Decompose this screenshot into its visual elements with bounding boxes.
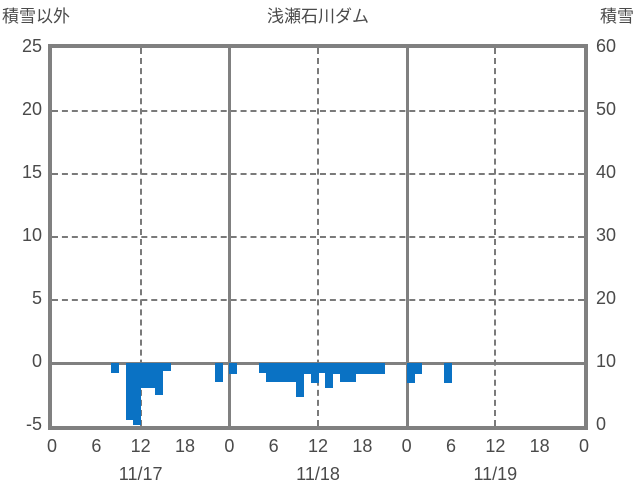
y-axis-left-tick-label: 20 — [21, 99, 42, 119]
bar — [325, 363, 334, 389]
x-axis-tick-label: 18 — [352, 436, 373, 456]
left-axis-title: 積雪以外 — [2, 7, 70, 26]
plot-inner — [52, 48, 584, 426]
bar — [162, 363, 171, 371]
x-axis-tick-label: 6 — [91, 436, 102, 456]
y-axis-left-tick-label: 15 — [21, 162, 42, 182]
y-axis-right-tick-label: 40 — [596, 162, 617, 182]
bar — [273, 363, 282, 382]
bar — [406, 363, 415, 384]
bar — [347, 363, 356, 382]
x-axis-tick-label: 12 — [130, 436, 151, 456]
y-axis-left-tick-label: 5 — [31, 288, 42, 308]
y-axis-right-tick-label: 0 — [596, 414, 607, 434]
x-axis-tick-label: 18 — [174, 436, 196, 456]
bar — [258, 363, 267, 374]
y-axis-left-tick-label: 25 — [21, 36, 42, 56]
x-axis-day-label: 11/18 — [296, 464, 340, 484]
bar — [354, 363, 363, 375]
x-axis-tick-label: 0 — [578, 436, 589, 456]
x-axis-tick-label: 0 — [46, 436, 57, 456]
x-axis-tick-label: 6 — [268, 436, 279, 456]
y-axis-right-tick-label: 20 — [596, 288, 617, 308]
bar — [281, 363, 290, 382]
gridline-vertical-dashed — [317, 48, 319, 426]
right-axis-title: 積雪 — [600, 7, 634, 26]
x-axis-day-label: 11/19 — [473, 464, 518, 484]
bar — [303, 363, 312, 375]
y-axis-right-tick-label: 30 — [596, 225, 617, 245]
gridline-vertical-day-divider — [405, 48, 409, 426]
bar — [310, 363, 319, 384]
x-axis-tick-label: 0 — [401, 436, 412, 456]
gridline-vertical-dashed — [139, 48, 142, 426]
plot-area — [48, 44, 588, 430]
x-axis-tick-label: 12 — [485, 436, 506, 456]
x-axis-tick-label: 6 — [445, 436, 456, 456]
bar — [288, 363, 297, 382]
y-axis-right-tick-label: 60 — [596, 36, 617, 56]
bar — [133, 363, 142, 425]
y-axis-right-tick-label: 50 — [596, 99, 617, 119]
y-axis-right-tick-label: 10 — [596, 351, 617, 371]
bar — [332, 363, 341, 375]
bar — [155, 363, 164, 395]
bar — [111, 363, 120, 374]
bar — [443, 363, 452, 384]
bar — [266, 363, 275, 382]
bar — [229, 363, 238, 375]
bar — [125, 363, 134, 420]
x-axis-day-label: 11/17 — [118, 464, 163, 484]
x-axis-tick-label: 12 — [307, 436, 329, 456]
chart-title: 浅瀬石川ダム — [267, 7, 369, 26]
gridline-vertical-dashed — [494, 48, 497, 426]
gridline-vertical-day-divider — [228, 48, 232, 426]
bar — [148, 363, 157, 389]
bar — [295, 363, 304, 398]
bar — [362, 363, 371, 375]
x-axis-tick-label: 0 — [224, 436, 235, 456]
bar — [140, 363, 149, 389]
y-axis-left-tick-label: -5 — [25, 414, 42, 434]
bar — [318, 363, 326, 374]
bar — [377, 363, 386, 375]
bar — [369, 363, 378, 375]
bar — [340, 363, 349, 382]
y-axis-left-tick-label: 10 — [21, 225, 42, 245]
bar — [214, 363, 223, 382]
x-axis-tick-label: 18 — [529, 436, 550, 456]
y-axis-left-tick-label: 0 — [31, 351, 42, 371]
bar — [414, 363, 423, 375]
